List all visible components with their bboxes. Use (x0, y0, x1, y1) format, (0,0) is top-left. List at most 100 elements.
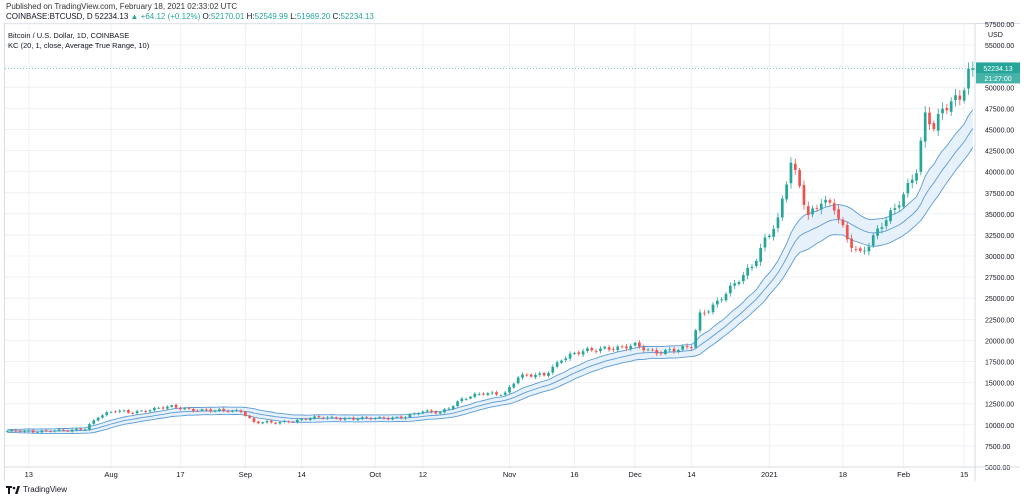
candle (551, 364, 555, 375)
candle-body (733, 283, 737, 286)
candle (629, 343, 633, 352)
candle (811, 205, 814, 218)
candle (534, 372, 537, 380)
candle (919, 137, 923, 176)
candle (79, 427, 83, 431)
candle (187, 406, 191, 410)
symbol-label[interactable]: COINBASE:BTCUSD, D (6, 12, 93, 21)
footer-brand[interactable]: TradingView (6, 485, 67, 494)
candle (27, 429, 31, 433)
candle-body (14, 430, 18, 432)
y-tick-label: 45000.00 (985, 127, 1014, 134)
candle (83, 428, 87, 431)
low-value: 51969.20 (296, 12, 331, 21)
candle-body (698, 312, 702, 331)
candle (421, 410, 425, 415)
candle-body (958, 95, 962, 100)
candle-body (780, 198, 784, 218)
candle-body (443, 409, 446, 413)
candle (291, 421, 295, 423)
candle (443, 407, 446, 414)
candle-body (568, 353, 572, 359)
candle (698, 309, 702, 334)
candle-body (586, 348, 589, 352)
candle-body (936, 113, 940, 131)
candle-body (66, 430, 70, 432)
candle-body (651, 349, 654, 351)
candle-body (391, 417, 394, 420)
x-tick-label: Aug (104, 470, 117, 479)
candle (681, 344, 685, 352)
candle (183, 407, 187, 411)
candle (399, 415, 403, 420)
candle (837, 204, 840, 224)
candle (581, 348, 585, 358)
candle (832, 198, 836, 215)
brand-label: TradingView (23, 485, 68, 494)
candle-body (516, 377, 520, 384)
candle-body (638, 342, 641, 347)
candle (105, 410, 109, 417)
candle-body (218, 409, 221, 411)
candle (218, 408, 221, 412)
candle-body (858, 248, 862, 251)
candle-body (551, 366, 555, 373)
candle-body (555, 362, 559, 367)
y-tick-label: 37500.00 (985, 191, 1014, 198)
candle (789, 157, 793, 189)
y-tick-label: 22500.00 (985, 317, 1014, 324)
candle-body (785, 184, 788, 200)
candle (434, 410, 438, 415)
candle-body (131, 413, 135, 414)
candle (642, 344, 646, 353)
legend-title[interactable]: Bitcoin / U.S. Dollar, 1D, COINBASE (8, 31, 130, 40)
candle (269, 419, 273, 424)
x-tick-label: 14 (687, 470, 695, 479)
candle-body (269, 420, 273, 423)
candle-body (105, 412, 109, 416)
candle (889, 207, 892, 224)
candle (607, 345, 611, 352)
candle (763, 233, 767, 252)
candle (616, 344, 620, 352)
candle-body (196, 410, 200, 412)
candle-body (724, 293, 728, 301)
candle (49, 430, 52, 433)
keltner-band-fill (7, 109, 973, 434)
candle (148, 408, 152, 414)
candle-body (750, 266, 754, 269)
candle-body (170, 405, 174, 407)
candle-body (932, 123, 936, 130)
candle (958, 90, 962, 106)
candle (40, 429, 44, 434)
time-scale: 13 Aug 17 Sep 14 Oct 12 Nov 16 Dec 14 2021 18 Feb 15 (5, 466, 1020, 479)
candle-body (659, 352, 663, 354)
candle-body (395, 416, 399, 418)
candle (365, 416, 368, 419)
candle (724, 292, 728, 303)
candle-body (153, 407, 156, 411)
candle-body (767, 235, 771, 238)
legend-indicator[interactable]: KC (20, 1, close, Average True Range, 10… (8, 41, 150, 50)
candle (677, 348, 680, 354)
candle (516, 376, 520, 385)
candle (897, 200, 901, 212)
candle-body (889, 210, 892, 222)
candle-body (945, 108, 949, 111)
candle-body (101, 415, 104, 418)
candle (101, 413, 104, 420)
candle-body (871, 235, 875, 246)
y-tick-label: 20000.00 (985, 338, 1014, 345)
candle (425, 409, 429, 413)
close-value: 52234.13 (340, 12, 374, 21)
candle (586, 346, 589, 353)
candle (395, 416, 399, 419)
candle (261, 421, 264, 425)
candle-body (863, 250, 866, 252)
candle (460, 396, 464, 403)
candle (226, 409, 230, 414)
candle (716, 297, 719, 308)
candle-body (685, 346, 689, 347)
candle-body (96, 417, 100, 421)
